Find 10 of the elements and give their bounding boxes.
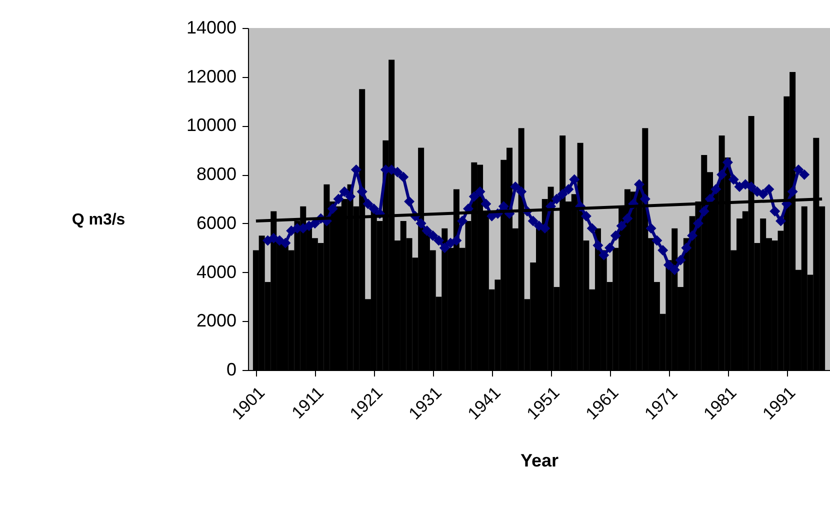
y-tick-label: 6000: [196, 212, 236, 233]
y-tick-label: 2000: [196, 310, 236, 331]
y-axis-title: Q m3/s: [72, 212, 126, 228]
y-tick-label: 4000: [196, 262, 236, 282]
y-tick-label: 8000: [196, 164, 236, 184]
y-tick-label: 14000: [186, 18, 236, 38]
y-tick-label: 0: [226, 360, 236, 380]
y-tick-label: 12000: [186, 66, 236, 86]
x-axis-title: Year: [520, 450, 559, 471]
y-tick-label: 10000: [186, 115, 236, 136]
